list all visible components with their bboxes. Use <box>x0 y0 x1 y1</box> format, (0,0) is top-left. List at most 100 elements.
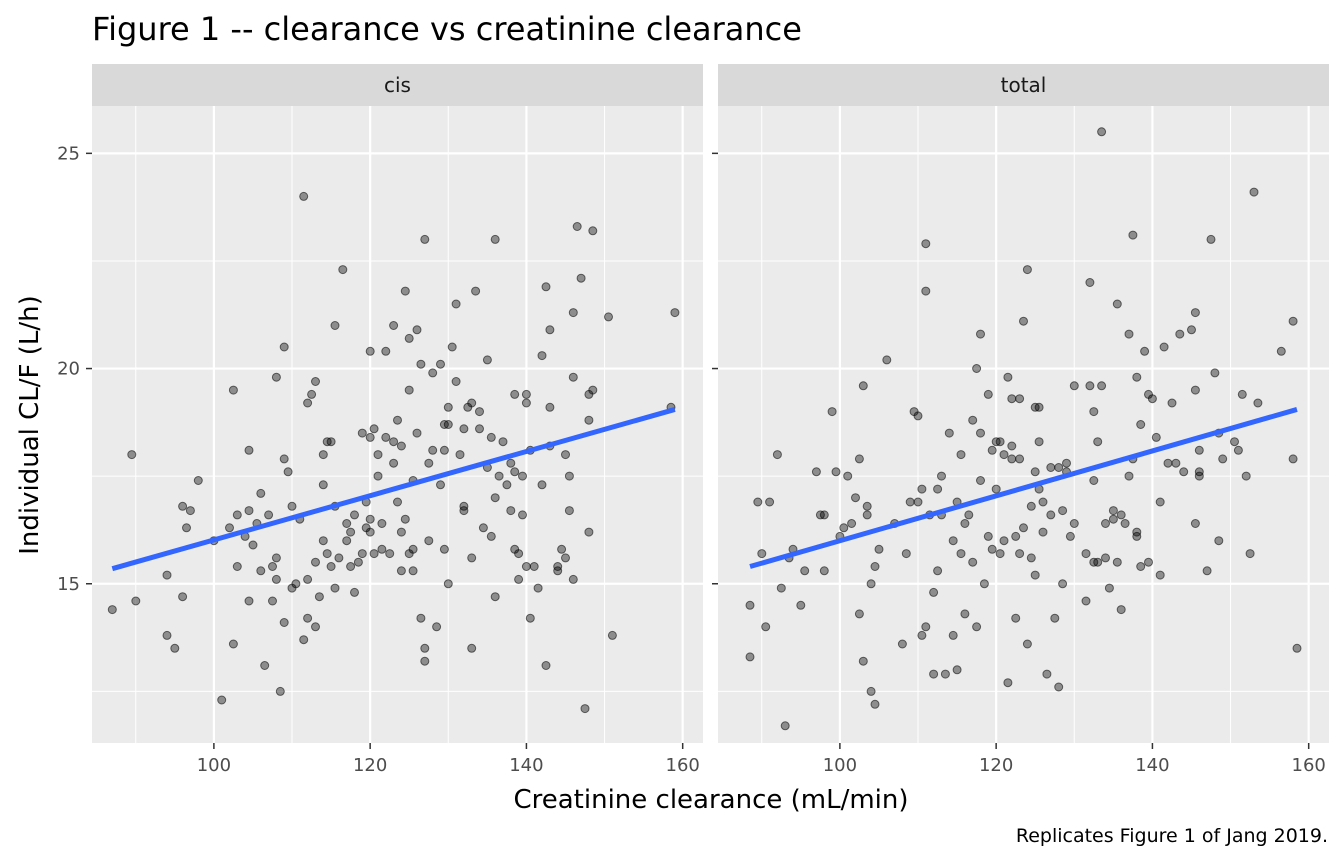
data-point <box>987 445 997 455</box>
data-point <box>800 566 810 576</box>
data-point <box>482 355 492 365</box>
data-point <box>1054 682 1064 692</box>
data-point <box>541 661 551 670</box>
data-point <box>1245 549 1255 559</box>
data-point <box>983 531 993 541</box>
data-point <box>256 488 266 498</box>
data-point <box>1202 566 1212 576</box>
data-point <box>968 557 978 567</box>
data-point <box>1124 329 1134 339</box>
data-point <box>584 389 594 399</box>
data-point <box>338 265 348 275</box>
data-point <box>1026 553 1036 563</box>
data-point <box>1132 531 1142 541</box>
facet-label-total: total <box>1001 73 1047 97</box>
data-point <box>1276 346 1286 356</box>
data-point <box>1046 463 1056 472</box>
data-point <box>999 536 1009 546</box>
x-tick-label: 160 <box>1292 755 1326 776</box>
data-point <box>271 372 281 382</box>
data-point <box>162 630 172 640</box>
data-point <box>510 389 520 399</box>
data-point <box>459 424 469 434</box>
data-point <box>436 480 445 490</box>
data-point <box>436 359 445 369</box>
data-point <box>439 445 449 455</box>
data-point <box>271 553 281 563</box>
data-point <box>1019 523 1028 533</box>
data-point <box>1151 432 1161 442</box>
data-point <box>557 544 567 554</box>
data-point <box>1147 394 1157 404</box>
data-point <box>1097 381 1107 391</box>
data-point <box>404 385 414 395</box>
x-tick-label: 140 <box>509 755 543 776</box>
data-point <box>1179 467 1189 477</box>
data-point <box>248 540 258 550</box>
data-point <box>232 562 242 571</box>
data-point <box>330 583 340 593</box>
data-point <box>901 549 911 559</box>
data-point <box>303 613 313 623</box>
data-point <box>494 471 504 481</box>
data-point <box>948 630 958 640</box>
data-point <box>1159 342 1169 352</box>
data-point <box>287 501 297 511</box>
data-point <box>607 630 617 640</box>
data-point <box>1116 605 1126 615</box>
data-point <box>819 510 829 520</box>
data-point <box>776 583 786 593</box>
data-point <box>882 355 892 365</box>
data-point <box>279 618 289 627</box>
y-tick-label: 20 <box>57 359 80 380</box>
data-point <box>393 415 402 425</box>
x-tick-label: 100 <box>197 755 231 776</box>
data-point <box>921 239 931 249</box>
data-point <box>365 527 375 537</box>
data-point <box>514 574 524 584</box>
data-point <box>1097 127 1107 137</box>
data-point <box>307 389 317 399</box>
data-point <box>862 501 872 511</box>
data-point <box>1015 394 1025 404</box>
data-point <box>311 622 320 632</box>
data-point <box>225 523 234 533</box>
data-point <box>1022 265 1032 275</box>
data-point <box>420 656 430 666</box>
data-point <box>921 286 931 296</box>
data-point <box>1190 519 1200 528</box>
data-point <box>318 480 328 490</box>
data-point <box>193 476 203 485</box>
data-point <box>400 514 410 524</box>
data-point <box>1026 501 1036 511</box>
data-point <box>917 630 927 640</box>
data-point <box>987 544 997 554</box>
data-point <box>326 562 336 571</box>
data-point <box>976 428 985 438</box>
data-point <box>940 669 950 679</box>
data-point <box>956 450 966 460</box>
x-axis-title: Creatinine clearance (mL/min) <box>513 785 908 815</box>
data-point <box>322 549 332 559</box>
data-point <box>1003 678 1013 688</box>
data-point <box>420 643 430 653</box>
data-point <box>244 596 254 606</box>
data-point <box>761 622 771 632</box>
data-point <box>1030 570 1040 580</box>
data-point <box>424 458 434 468</box>
data-point <box>478 523 488 533</box>
data-point <box>1163 458 1173 468</box>
data-point <box>545 325 555 335</box>
data-point <box>365 514 375 524</box>
data-point <box>995 437 1005 447</box>
data-point <box>745 652 755 662</box>
data-point <box>1136 562 1146 571</box>
data-point <box>490 592 500 602</box>
data-point <box>389 321 399 330</box>
data-point <box>1241 471 1251 481</box>
data-point <box>299 635 309 645</box>
data-point <box>279 342 289 352</box>
data-point <box>268 596 277 606</box>
data-point <box>451 377 461 386</box>
data-point <box>604 312 613 322</box>
